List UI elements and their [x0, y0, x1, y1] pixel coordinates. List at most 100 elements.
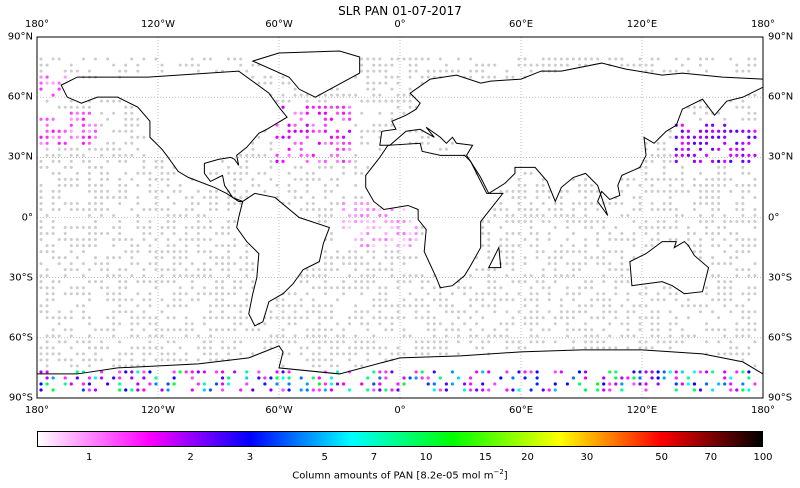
- no-data-point: [160, 165, 164, 169]
- no-data-point: [233, 189, 237, 193]
- data-point: [75, 370, 79, 374]
- data-point: [511, 388, 515, 392]
- no-data-point: [729, 346, 733, 350]
- no-data-point: [535, 213, 539, 217]
- no-data-point: [686, 238, 690, 242]
- no-data-point: [39, 346, 43, 350]
- no-data-point: [335, 177, 339, 181]
- no-data-point: [87, 238, 91, 242]
- no-data-point: [662, 207, 666, 211]
- no-data-point: [196, 220, 200, 224]
- no-data-point: [148, 262, 152, 266]
- no-data-point: [227, 201, 231, 205]
- data-point: [81, 388, 85, 392]
- no-data-point: [166, 244, 170, 248]
- no-data-point: [729, 189, 733, 193]
- no-data-point: [729, 57, 733, 61]
- no-data-point: [208, 171, 212, 175]
- no-data-point: [638, 57, 642, 61]
- no-data-point: [269, 159, 273, 163]
- data-point: [51, 129, 55, 133]
- no-data-point: [323, 250, 327, 254]
- data-point: [366, 213, 370, 218]
- no-data-point: [263, 153, 267, 157]
- data-point: [450, 382, 455, 386]
- no-data-point: [698, 256, 702, 260]
- data-point: [360, 231, 364, 236]
- no-data-point: [106, 117, 110, 121]
- no-data-point: [214, 201, 218, 205]
- no-data-point: [190, 201, 194, 205]
- no-data-point: [735, 304, 739, 308]
- no-data-point: [293, 292, 297, 296]
- no-data-point: [650, 189, 654, 193]
- no-data-point: [698, 117, 702, 121]
- no-data-point: [456, 328, 460, 332]
- no-data-point: [293, 310, 297, 314]
- no-data-point: [221, 280, 225, 284]
- no-data-point: [63, 232, 67, 236]
- no-data-point: [493, 304, 497, 308]
- no-data-point: [378, 129, 382, 133]
- data-point: [517, 370, 521, 374]
- no-data-point: [596, 189, 600, 193]
- no-data-point: [662, 220, 666, 224]
- data-point: [366, 388, 370, 392]
- data-point: [341, 141, 346, 145]
- data-point: [75, 117, 79, 121]
- no-data-point: [130, 135, 134, 139]
- no-data-point: [487, 63, 491, 67]
- no-data-point: [257, 171, 261, 175]
- data-point: [305, 135, 309, 139]
- no-data-point: [305, 99, 309, 103]
- data-point: [565, 382, 569, 386]
- no-data-point: [414, 316, 418, 320]
- no-data-point: [100, 189, 104, 193]
- no-data-point: [214, 244, 218, 248]
- no-data-point: [233, 220, 237, 224]
- data-point: [468, 382, 473, 386]
- data-point: [275, 382, 279, 386]
- no-data-point: [650, 346, 654, 350]
- data-point: [674, 147, 678, 151]
- data-point: [57, 129, 61, 133]
- no-data-point: [100, 153, 104, 157]
- no-data-point: [487, 250, 491, 254]
- data-point: [698, 388, 703, 392]
- no-data-point: [106, 189, 110, 193]
- no-data-point: [118, 364, 122, 368]
- no-data-point: [426, 328, 430, 332]
- no-data-point: [620, 322, 624, 326]
- no-data-point: [741, 310, 745, 314]
- data-point: [69, 111, 73, 115]
- no-data-point: [571, 244, 575, 248]
- no-data-point: [517, 63, 521, 67]
- no-data-point: [717, 292, 721, 296]
- coastline: [379, 62, 764, 216]
- no-data-point: [154, 346, 158, 350]
- no-data-point: [281, 364, 285, 368]
- no-data-point: [69, 334, 73, 338]
- no-data-point: [100, 286, 104, 290]
- no-data-point: [747, 105, 751, 109]
- data-point: [366, 201, 370, 206]
- no-data-point: [106, 99, 110, 103]
- no-data-point: [632, 207, 636, 211]
- no-data-point: [69, 69, 73, 73]
- data-point: [414, 231, 418, 236]
- no-data-point: [208, 195, 212, 199]
- data-point: [674, 388, 678, 392]
- data-point: [384, 370, 388, 374]
- no-data-point: [57, 280, 61, 284]
- no-data-point: [741, 244, 745, 248]
- no-data-point: [184, 328, 188, 332]
- no-data-point: [626, 177, 630, 181]
- no-data-point: [511, 75, 515, 79]
- no-data-point: [69, 262, 73, 266]
- no-data-point: [493, 280, 497, 284]
- no-data-point: [686, 232, 690, 236]
- no-data-point: [245, 328, 249, 332]
- no-data-point: [372, 129, 376, 133]
- no-data-point: [384, 268, 388, 272]
- no-data-point: [366, 310, 370, 314]
